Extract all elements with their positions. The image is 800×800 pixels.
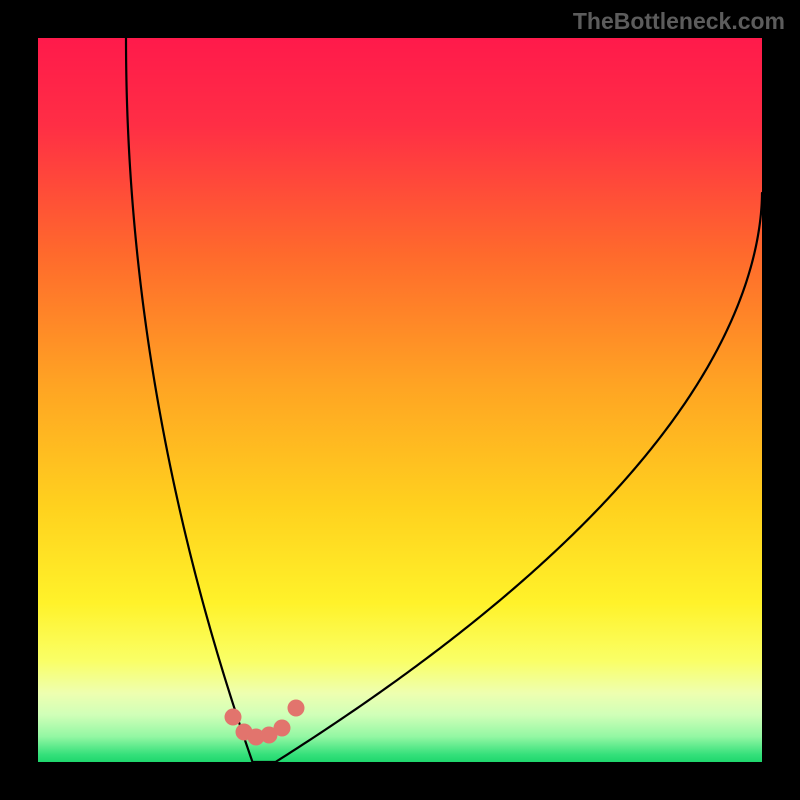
chart-svg [0, 0, 800, 800]
watermark-text: TheBottleneck.com [573, 8, 785, 35]
valley-dot [274, 720, 291, 737]
valley-dot [288, 700, 305, 717]
valley-dot [225, 709, 242, 726]
plot-background [38, 38, 762, 762]
chart-outer: TheBottleneck.com [0, 0, 800, 800]
